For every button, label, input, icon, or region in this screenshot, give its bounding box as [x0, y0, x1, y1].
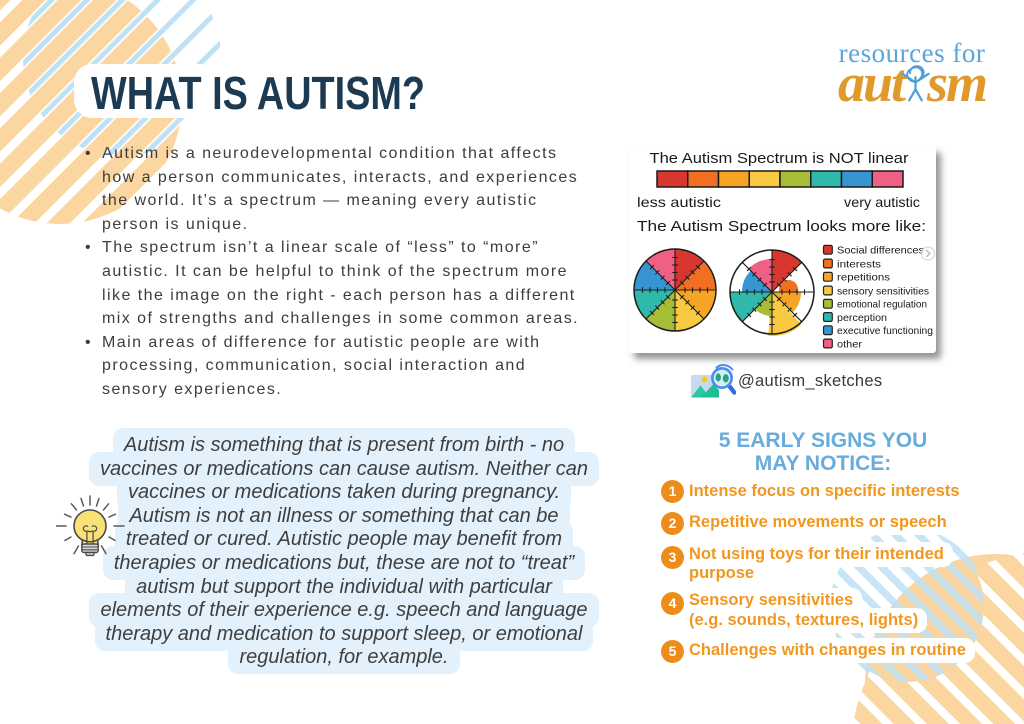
svg-text:perception: perception — [837, 312, 887, 324]
svg-text:interests: interests — [837, 258, 881, 270]
svg-text:The Autism Spectrum looks more: The Autism Spectrum looks more like: — [637, 218, 926, 235]
svg-text:less autistic: less autistic — [637, 194, 721, 210]
svg-text:Social differences: Social differences — [837, 245, 924, 257]
svg-text:executive functioning: executive functioning — [837, 325, 933, 337]
svg-text:very autistic: very autistic — [844, 194, 920, 210]
svg-text:emotional regulation: emotional regulation — [837, 299, 927, 311]
svg-text:repetitions: repetitions — [837, 272, 890, 284]
svg-text:The Autism Spectrum is NOT lin: The Autism Spectrum is NOT linear — [650, 150, 909, 167]
svg-text:sensory sensitivities: sensory sensitivities — [837, 285, 929, 297]
svg-text:other: other — [837, 338, 863, 350]
